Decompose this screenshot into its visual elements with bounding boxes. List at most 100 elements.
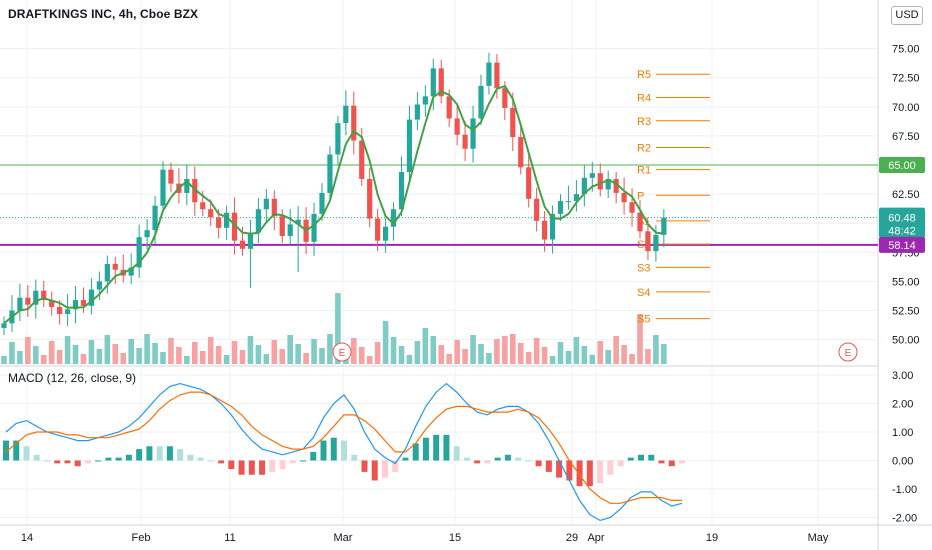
candle-body: [343, 105, 349, 124]
time-axis-label: Mar: [334, 532, 353, 544]
macd-histogram-bar: [156, 446, 163, 461]
macd-histogram-bar: [105, 457, 112, 461]
volume-bar: [525, 352, 532, 364]
candle-body: [470, 118, 476, 149]
macd-histogram-bar: [54, 460, 61, 464]
candle-body: [49, 300, 55, 308]
candle-body: [25, 297, 31, 305]
candle-body: [589, 173, 595, 178]
price-tick-label: 75.00: [892, 44, 920, 56]
candle-body: [597, 173, 603, 190]
time-axis-label: 19: [706, 532, 718, 544]
volume-bar: [486, 353, 492, 364]
volume-bar: [605, 350, 611, 364]
price-tick-label: 62.50: [892, 189, 920, 201]
candle-body: [351, 105, 357, 141]
volume-bar: [382, 321, 389, 364]
macd-histogram-bar: [535, 460, 542, 467]
pivot-label-s3: S3: [637, 262, 650, 274]
last-price-label: 60.48: [888, 213, 916, 225]
candle-body: [41, 290, 47, 301]
macd-histogram-bar: [627, 457, 634, 461]
volume-bar: [25, 337, 31, 364]
volume-bar: [557, 342, 564, 364]
candle-body: [271, 198, 277, 217]
earnings-marker-label: E: [845, 348, 852, 359]
volume-bar: [120, 353, 127, 364]
candle-body: [184, 178, 190, 193]
volume-bar: [215, 346, 222, 364]
candle-body: [295, 219, 301, 225]
candle-body: [152, 205, 158, 231]
candle-body: [510, 107, 516, 138]
pivot-label-s5: S5: [637, 314, 650, 326]
candle-body: [406, 119, 413, 172]
volume-bar: [271, 340, 278, 364]
volume-bar: [470, 335, 476, 364]
candle-body: [573, 194, 579, 202]
volume-bar: [184, 356, 190, 364]
candle-body: [661, 217, 667, 235]
macd-histogram-bar: [3, 440, 9, 461]
candle-body: [518, 137, 524, 168]
time-axis-label: Apr: [587, 532, 604, 544]
price-tick-label: 52.50: [892, 306, 920, 318]
macd-histogram-bar: [13, 440, 20, 461]
candle-body: [375, 218, 381, 241]
time-axis-label: 15: [449, 532, 461, 544]
candle-body: [136, 237, 142, 268]
volume-bar: [199, 351, 206, 364]
candle-body: [390, 209, 397, 227]
candle-body: [446, 96, 452, 119]
volume-bar: [549, 356, 556, 364]
macd-histogram-bar: [218, 460, 225, 464]
pivot-label-r5: R5: [637, 69, 651, 81]
support-price-label-bg: [879, 236, 925, 253]
macd-tick-label: 3.00: [892, 370, 913, 382]
candle-body: [422, 96, 428, 105]
earnings-marker: [332, 342, 352, 362]
volume-bar: [160, 352, 166, 364]
macd-histogram-bar: [422, 437, 429, 461]
volume-bar: [88, 340, 95, 364]
macd-histogram-bar: [371, 460, 378, 481]
macd-histogram-bar: [361, 460, 368, 472]
volume-bar: [573, 337, 580, 364]
volume-bar: [192, 342, 198, 364]
macd-histogram-bar: [576, 460, 583, 487]
volume-bar: [446, 354, 452, 364]
macd-histogram-bar: [341, 440, 347, 461]
volume-bar: [33, 346, 39, 364]
macd-histogram-bar: [74, 460, 81, 467]
macd-histogram-bar: [463, 457, 470, 461]
macd-histogram-bar: [648, 454, 655, 461]
macd-histogram-bar: [187, 454, 194, 461]
volume-bar: [112, 344, 119, 364]
macd-histogram-bar: [484, 460, 491, 464]
macd-histogram-bar: [248, 460, 255, 475]
macd-histogram-bar: [679, 460, 685, 464]
price-tick-label: 70.00: [892, 102, 920, 114]
time-axis-label: 11: [224, 532, 235, 544]
macd-histogram-bar: [556, 460, 563, 478]
volume-bar: [223, 355, 230, 364]
volume-bar: [327, 334, 333, 364]
volume-bar: [517, 343, 524, 364]
macd-histogram-bar: [259, 460, 266, 475]
candle-body: [478, 85, 484, 119]
volume-bar: [414, 341, 421, 364]
candle-body: [319, 192, 325, 214]
macd-histogram-bar: [269, 460, 276, 472]
currency-button[interactable]: USD: [891, 6, 923, 25]
macd-histogram-bar: [238, 460, 245, 475]
volume-bar: [351, 338, 357, 364]
price-tick-label: 55.00: [892, 276, 920, 288]
macd-tick-label: 2.00: [892, 399, 913, 411]
candle-body: [335, 123, 341, 155]
volume-bar: [390, 337, 397, 364]
macd-histogram-bar: [607, 460, 614, 475]
macd-histogram-bar: [638, 454, 645, 461]
macd-histogram-bar: [586, 460, 593, 487]
candle-body: [557, 201, 564, 214]
